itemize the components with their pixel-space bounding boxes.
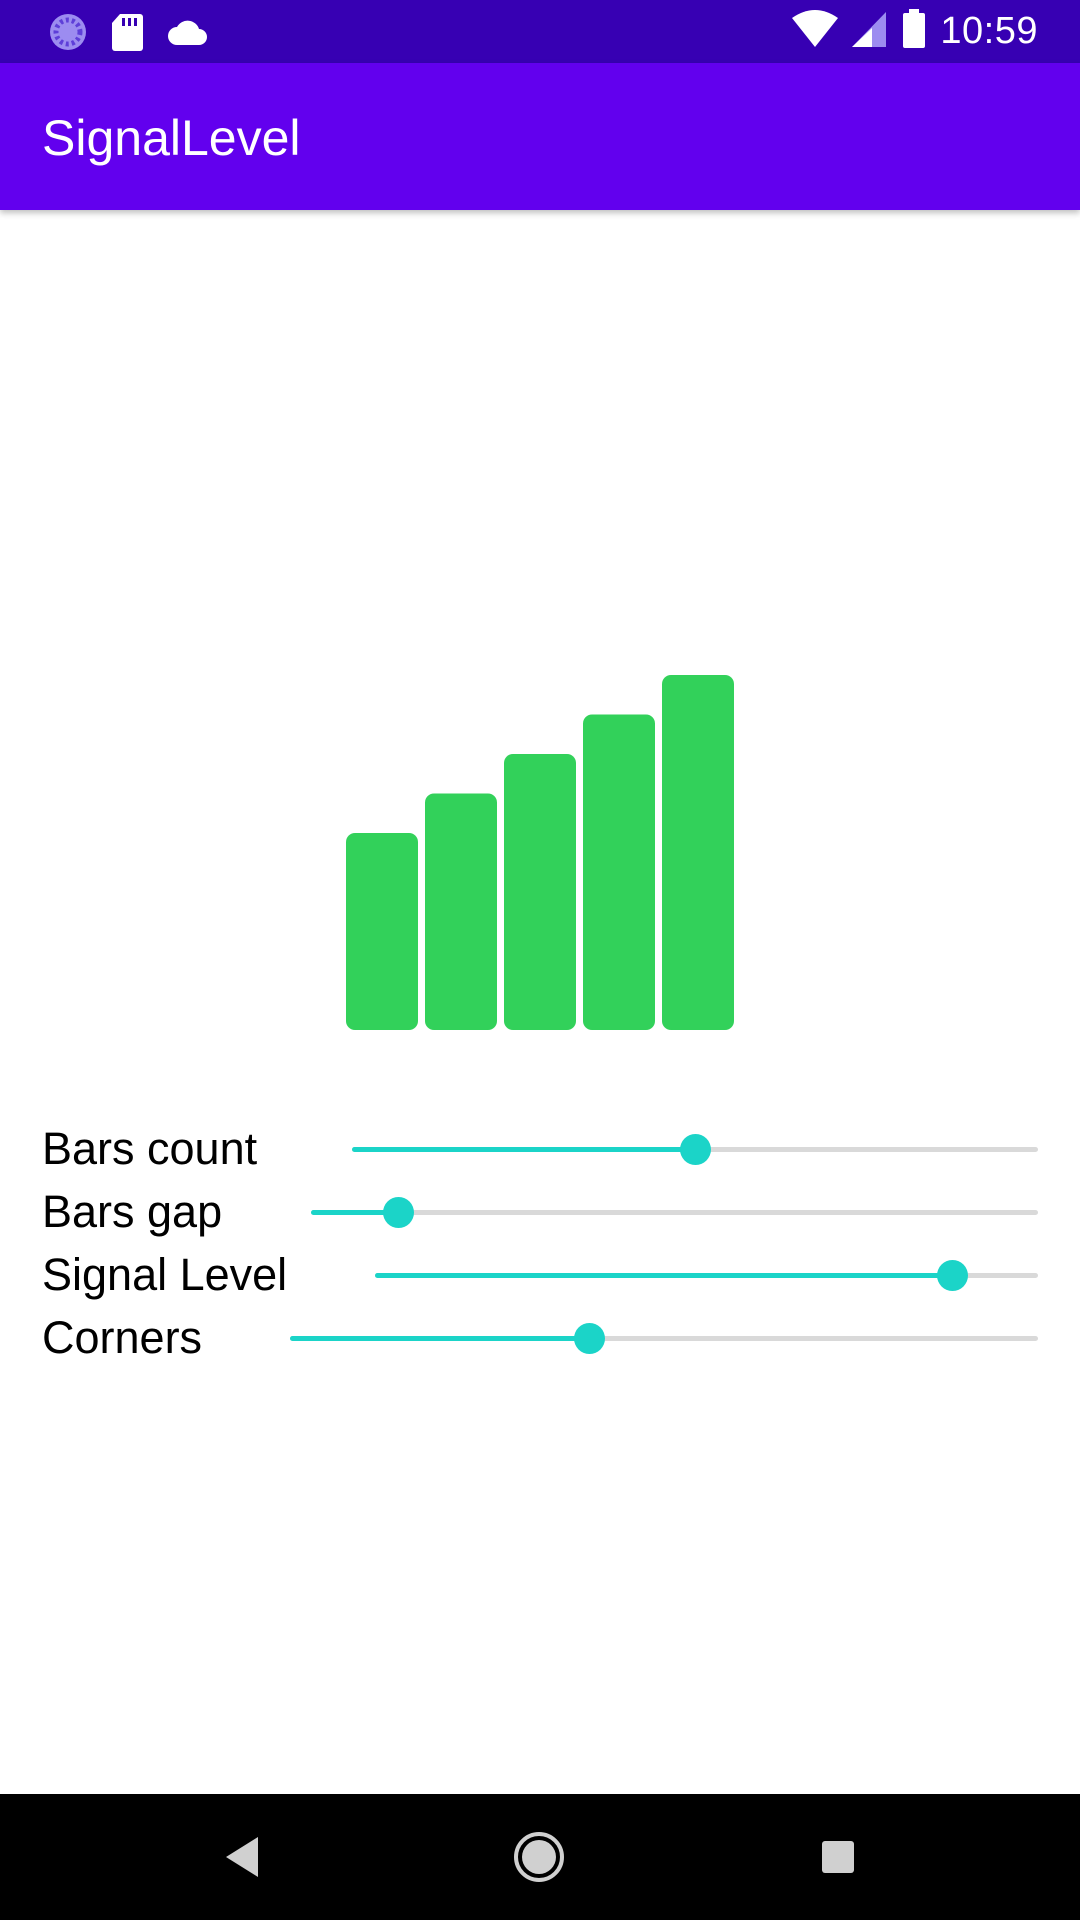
navigation-bar bbox=[0, 1794, 1080, 1920]
slider-thumb[interactable] bbox=[574, 1323, 606, 1354]
cell-signal-icon bbox=[852, 10, 888, 53]
wifi-icon bbox=[792, 9, 839, 53]
back-icon bbox=[226, 1837, 258, 1877]
status-right-icons: 10:59 bbox=[792, 8, 1038, 54]
recents-icon bbox=[822, 1841, 854, 1873]
corners-row: Corners bbox=[0, 1306, 1080, 1369]
bars-count-row: Bars count bbox=[0, 1117, 1080, 1180]
signal-bar-1 bbox=[346, 833, 418, 1030]
signal-level-row: Signal Level bbox=[0, 1243, 1080, 1306]
app-title: SignalLevel bbox=[42, 110, 301, 166]
corners-label: Corners bbox=[42, 1312, 203, 1363]
signal-level-indicator bbox=[346, 675, 734, 1030]
status-bar: 10:59 bbox=[0, 0, 1080, 63]
signal-bar-2 bbox=[425, 793, 497, 1030]
sd-card-icon bbox=[110, 12, 144, 57]
app-bar: SignalLevel bbox=[0, 63, 1080, 210]
bars-gap-row: Bars gap bbox=[0, 1180, 1080, 1243]
recents-button[interactable] bbox=[803, 1822, 873, 1892]
bars-gap-slider[interactable] bbox=[311, 1192, 1038, 1232]
corners-slider[interactable] bbox=[290, 1318, 1038, 1358]
slider-fill bbox=[311, 1210, 399, 1215]
battery-icon bbox=[902, 8, 926, 54]
status-left-icons bbox=[48, 12, 210, 57]
signal-bar-4 bbox=[583, 714, 655, 1030]
loading-icon bbox=[48, 12, 88, 57]
slider-fill bbox=[375, 1273, 952, 1278]
signal-bar-5 bbox=[662, 675, 734, 1030]
bars-count-slider[interactable] bbox=[352, 1129, 1038, 1169]
slider-fill bbox=[290, 1336, 590, 1341]
signal-bar-3 bbox=[504, 754, 576, 1030]
home-button[interactable] bbox=[504, 1822, 574, 1892]
back-button[interactable] bbox=[207, 1822, 277, 1892]
bars-count-label: Bars count bbox=[42, 1123, 258, 1174]
slider-track bbox=[290, 1336, 1038, 1341]
slider-thumb[interactable] bbox=[680, 1134, 711, 1165]
slider-track bbox=[311, 1210, 1038, 1215]
slider-thumb[interactable] bbox=[383, 1197, 415, 1228]
status-time: 10:59 bbox=[940, 9, 1038, 52]
signal-level-label: Signal Level bbox=[42, 1249, 288, 1300]
slider-fill bbox=[352, 1147, 695, 1152]
cloud-icon bbox=[166, 17, 210, 52]
home-icon bbox=[514, 1832, 564, 1882]
bars-gap-label: Bars gap bbox=[42, 1186, 223, 1237]
main-content: Bars count Bars gap Signal Level bbox=[0, 210, 1080, 1794]
signal-level-slider[interactable] bbox=[375, 1255, 1038, 1295]
slider-thumb[interactable] bbox=[936, 1260, 968, 1291]
